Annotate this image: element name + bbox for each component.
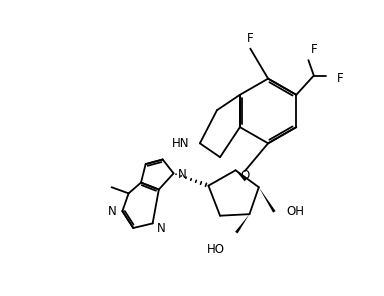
Text: N: N — [177, 168, 186, 181]
Text: N: N — [157, 221, 165, 234]
Polygon shape — [235, 214, 250, 234]
Text: F: F — [311, 43, 317, 56]
Text: F: F — [247, 32, 253, 45]
Polygon shape — [235, 170, 247, 181]
Text: O: O — [240, 169, 250, 182]
Text: F: F — [337, 72, 344, 85]
Polygon shape — [259, 187, 276, 213]
Text: OH: OH — [286, 205, 304, 218]
Text: N: N — [108, 205, 116, 218]
Text: HO: HO — [207, 243, 225, 256]
Text: HN: HN — [172, 137, 189, 150]
